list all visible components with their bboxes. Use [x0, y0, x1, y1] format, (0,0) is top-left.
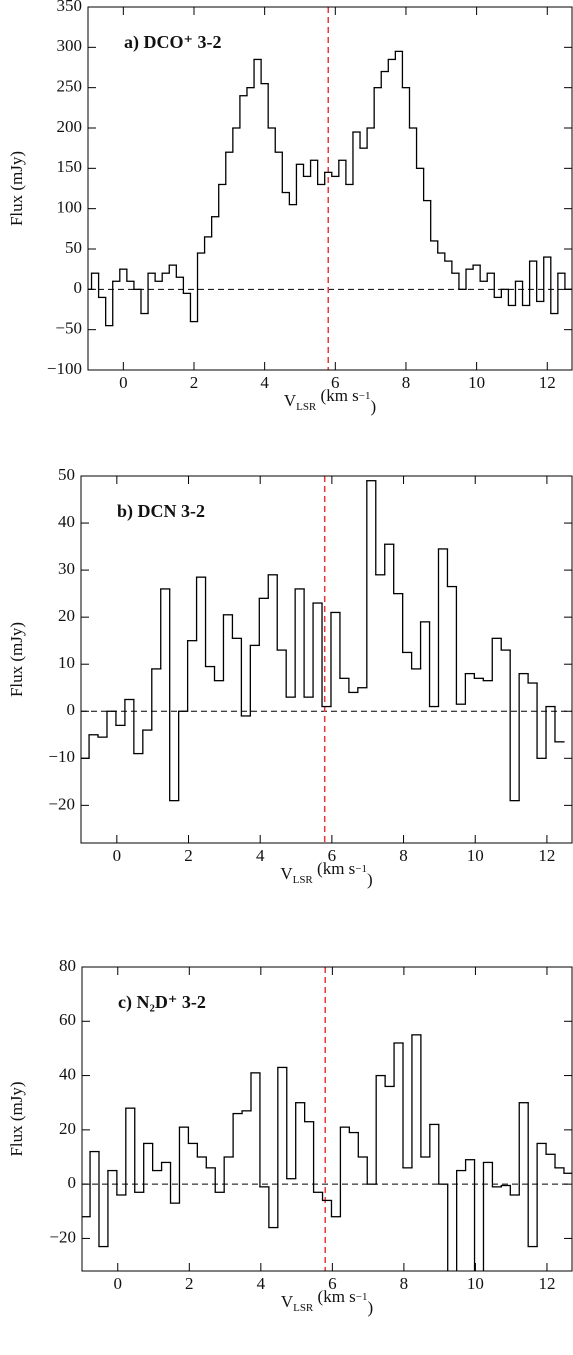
x-tick-label: 10	[467, 846, 484, 865]
y-tick-label: 80	[59, 956, 76, 975]
x-tick-label: 2	[184, 846, 193, 865]
x-tick-label: 12	[538, 846, 555, 865]
y-tick-label: 250	[57, 77, 83, 96]
x-tick-label: 4	[260, 373, 269, 392]
x-axis-label-part: V	[280, 864, 293, 883]
y-axis-label: Flux (mJy)	[7, 151, 26, 226]
y-tick-label: 50	[58, 465, 75, 484]
x-tick-label: 0	[119, 373, 128, 392]
x-axis-label-part: LSR	[296, 401, 317, 413]
axes-frame	[80, 475, 573, 844]
y-tick-label: −20	[48, 794, 75, 813]
y-axis-label: Flux (mJy)	[7, 622, 26, 697]
x-tick-label: 12	[539, 373, 556, 392]
x-axis-label-part: V	[284, 391, 297, 410]
y-tick-label: −100	[47, 359, 82, 378]
panel-annotation: c) N₂D⁺ 3-2	[118, 992, 206, 1013]
x-tick-label: 12	[538, 1274, 555, 1293]
y-tick-label: 40	[59, 1064, 76, 1083]
y-tick-label: 200	[57, 117, 83, 136]
x-tick-label: 6	[328, 846, 337, 865]
x-tick-label: 2	[190, 373, 199, 392]
y-tick-label: 300	[57, 36, 83, 55]
y-tick-label: 50	[65, 238, 82, 257]
y-tick-label: 150	[57, 157, 83, 176]
x-tick-label: 8	[399, 846, 408, 865]
x-tick-label: 4	[257, 1274, 266, 1293]
x-axis-label: VLSR (km s−1)	[281, 1287, 373, 1317]
y-tick-label: −50	[55, 319, 82, 338]
x-axis-label: VLSR (km s−1)	[284, 386, 376, 416]
plot-area	[82, 967, 572, 1271]
x-axis-label-part: V	[281, 1292, 294, 1311]
y-tick-label: −20	[49, 1227, 76, 1246]
y-tick-label: 350	[57, 0, 83, 15]
x-axis-label-part: (km s	[313, 859, 356, 878]
y-tick-label: 10	[58, 653, 75, 672]
panel: −20 0 20 40 60 80 0 2 4 6 8 10 12 Flux (mJy) VLSR (km …	[7, 956, 573, 1317]
y-tick-label: 40	[58, 512, 75, 531]
y-tick-label: 60	[59, 1010, 76, 1029]
x-axis-label-part: −1	[359, 390, 371, 402]
axes-frame	[81, 966, 573, 1272]
y-tick-label: 30	[58, 559, 75, 578]
y-tick-label: 0	[68, 1173, 77, 1192]
x-tick-label: 10	[467, 1274, 484, 1293]
y-tick-label: 100	[57, 198, 83, 217]
x-axis-label-part: (km s	[316, 386, 359, 405]
x-axis-label-part: )	[367, 870, 373, 889]
x-axis-label-part: )	[371, 397, 377, 416]
panel-annotation: a) DCO⁺ 3-2	[124, 32, 222, 53]
x-tick-label: 0	[113, 846, 122, 865]
x-axis-label-part: LSR	[293, 874, 314, 886]
x-tick-label: 6	[331, 373, 340, 392]
x-axis-label-part: −1	[355, 863, 367, 875]
panel-annotation: b) DCN 3-2	[117, 501, 205, 522]
x-tick-label: 2	[185, 1274, 194, 1293]
plot-area	[88, 7, 572, 370]
x-axis-label: VLSR (km s−1)	[280, 859, 372, 889]
y-tick-label: 0	[74, 278, 83, 297]
x-axis-label-part: )	[368, 1298, 374, 1317]
x-tick-label: 8	[400, 1274, 409, 1293]
y-tick-label: 0	[67, 700, 76, 719]
x-axis-label-part: (km s	[313, 1287, 356, 1306]
x-tick-label: 10	[468, 373, 485, 392]
y-tick-label: 20	[59, 1119, 76, 1138]
x-tick-label: 0	[114, 1274, 123, 1293]
x-axis-label-part: LSR	[293, 1302, 314, 1314]
x-axis-label-part: −1	[356, 1291, 368, 1303]
plot-area	[81, 476, 572, 843]
x-tick-label: 4	[256, 846, 265, 865]
panel: −20 −10 0 10 20 30 40 50 0 2 4 6 8 10 12 Flux (mJy) VLSR…	[7, 465, 573, 889]
y-tick-label: 20	[58, 606, 75, 625]
x-tick-label: 8	[402, 373, 411, 392]
x-tick-label: 6	[328, 1274, 337, 1293]
panel: −100 −50 0 50 100 150 200 250 300 350 0 2 4 6 8 10 12 Flu…	[7, 0, 573, 416]
axes-frame	[87, 6, 573, 371]
y-axis-label: Flux (mJy)	[7, 1081, 26, 1156]
y-tick-label: −10	[48, 747, 75, 766]
